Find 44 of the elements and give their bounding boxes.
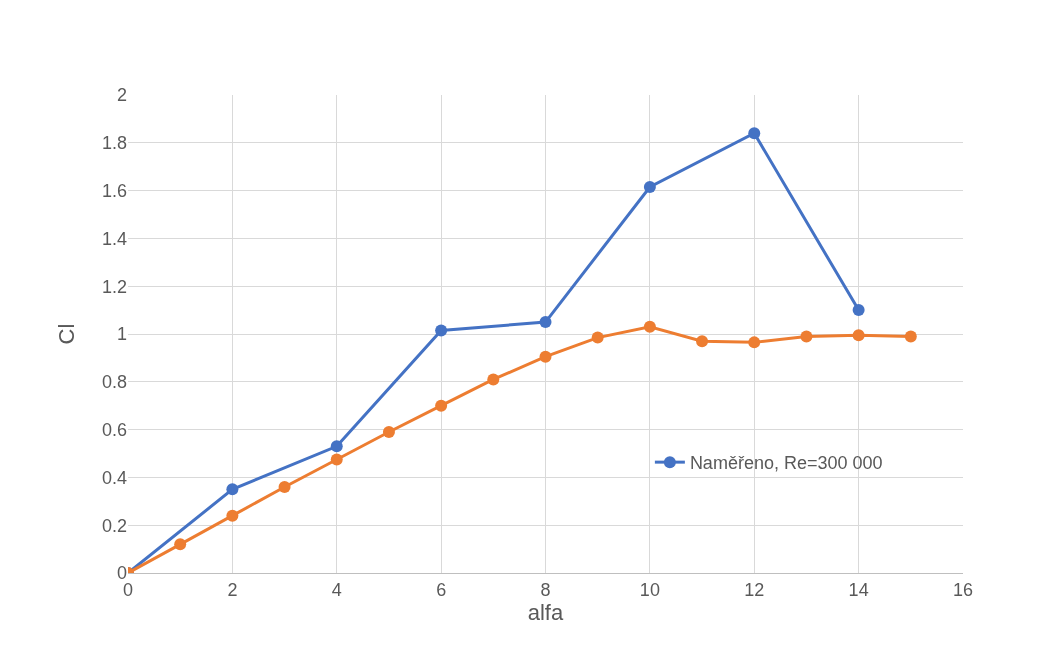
y-tick-label: 1 [116, 324, 127, 345]
x-tick-label: 16 [952, 579, 974, 600]
y-tick-label: 2 [116, 85, 127, 106]
y-tick-label: 1.8 [101, 133, 127, 154]
y-tick-label: 0.2 [101, 515, 127, 536]
point [278, 480, 291, 493]
y-tick-label: 1.4 [101, 228, 127, 249]
x-tick-label: 4 [331, 579, 342, 600]
point [904, 330, 917, 343]
point [539, 350, 552, 363]
y-tick-label: 0.4 [101, 467, 127, 488]
point [748, 127, 761, 140]
point [643, 181, 656, 193]
y-tick-label: 0.6 [101, 419, 127, 440]
x-axis-title: alfa [527, 599, 564, 625]
y-tick-label: 0.8 [101, 372, 127, 393]
x-tick-label: 2 [227, 579, 238, 600]
point [435, 324, 448, 337]
point [382, 425, 395, 438]
point [226, 483, 239, 496]
point [226, 509, 239, 522]
point [487, 373, 500, 386]
point [852, 304, 865, 317]
x-tick-label: 14 [848, 579, 869, 600]
x-tick-label: 6 [436, 579, 447, 600]
x-tick-label: 8 [540, 579, 551, 600]
point [643, 320, 656, 333]
point [539, 316, 552, 329]
x-tick-label: 12 [744, 579, 765, 600]
point [696, 335, 709, 348]
legend-label: Naměřeno, Re=300 000 [689, 453, 883, 474]
y-axis-title: Cl [54, 323, 79, 345]
y-tick-label: 0 [116, 563, 127, 584]
point [852, 329, 865, 342]
y-tick-label: 1.6 [101, 180, 127, 201]
y-tick-label: 1.2 [101, 276, 127, 297]
point [174, 538, 187, 551]
point [591, 331, 604, 344]
x-tick-label: 10 [639, 579, 660, 600]
point [748, 336, 761, 349]
point [330, 440, 343, 453]
point [800, 330, 813, 343]
point [330, 453, 343, 466]
point [435, 399, 448, 412]
